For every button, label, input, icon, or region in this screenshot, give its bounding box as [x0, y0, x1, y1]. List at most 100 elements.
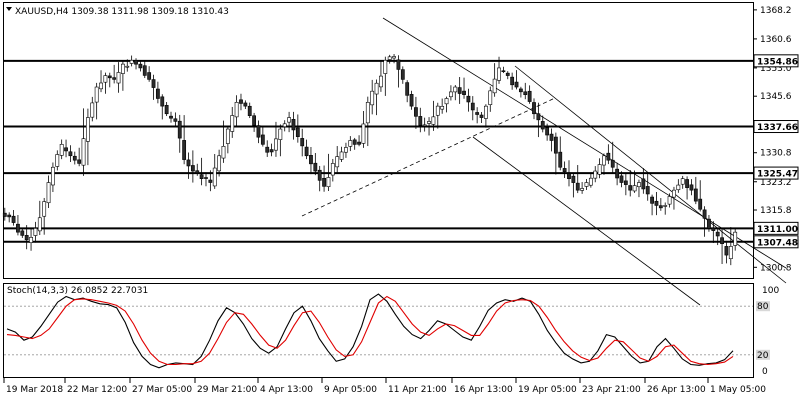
stoch-title: Stoch(14,3,3) 26.0852 22.7031: [7, 286, 148, 296]
x-tick-label: 4 Apr 13:00: [260, 385, 313, 395]
candle-body: [628, 185, 633, 191]
candle-body: [571, 175, 576, 183]
candle-body: [584, 182, 589, 187]
price-level-labels: 1354.86 1337.66 1325.47 1311.00 1307.48: [753, 54, 799, 249]
price-y-tick-label: 1345.6: [760, 92, 792, 102]
candle-body: [55, 154, 60, 167]
candle-body: [204, 177, 208, 179]
candle-body: [720, 237, 724, 245]
candle-body: [90, 102, 95, 118]
candle-body: [86, 117, 90, 142]
candle-body: [676, 184, 681, 191]
candle-body: [562, 168, 567, 173]
candle-body: [234, 102, 239, 118]
candle-body: [295, 127, 300, 137]
candle-body: [7, 214, 12, 218]
candle-body: [16, 223, 20, 233]
candle-body: [339, 151, 344, 160]
candle-body: [374, 82, 379, 95]
candle-body: [317, 169, 322, 181]
candle-body: [475, 112, 480, 115]
candle-body: [453, 86, 458, 93]
candle-body: [615, 168, 620, 179]
candle-body: [501, 70, 506, 73]
candle-body: [300, 138, 305, 147]
candle-body: [208, 179, 213, 183]
stoch-y-tick-label: 100: [762, 286, 779, 296]
candle-body: [256, 125, 261, 138]
stoch-level-box: [756, 349, 770, 360]
candle-body: [72, 155, 77, 161]
candle-body: [449, 91, 453, 98]
candle-body: [711, 227, 716, 231]
x-tick-label: 29 Mar 21:00: [197, 385, 257, 395]
candle-body: [169, 115, 173, 119]
candle-body: [164, 104, 169, 115]
candle-body: [597, 164, 602, 175]
candle-body: [177, 120, 182, 139]
price-header: XAUUSD,H4 1309.38 1311.98 1309.18 1310.4…: [6, 7, 229, 17]
candle-body: [588, 177, 593, 186]
candle-body: [278, 128, 283, 140]
candle-body: [155, 88, 160, 99]
candle-body: [190, 165, 195, 172]
candle-body: [523, 91, 528, 95]
candle-body: [492, 78, 497, 94]
candle-body: [536, 113, 541, 121]
candle-body: [606, 152, 611, 161]
candle-body: [370, 90, 375, 106]
candle-body: [422, 124, 427, 127]
candle-body: [396, 59, 401, 70]
candle-body: [405, 82, 410, 96]
candle-body: [68, 151, 73, 157]
candle-body: [575, 182, 580, 191]
candle-body: [483, 105, 488, 119]
candle-body: [505, 72, 510, 76]
candle-body: [387, 56, 392, 60]
candle-body: [667, 196, 672, 205]
channel-upper-line: [382, 17, 787, 269]
candle-body: [663, 205, 668, 207]
candle-body: [81, 138, 86, 166]
channel-lower-line: [472, 136, 701, 306]
candle-body: [33, 228, 38, 236]
candle-body: [221, 145, 226, 159]
candle-body: [199, 174, 204, 179]
price-y-tick-label: 1323.2: [760, 178, 792, 188]
candle-body: [24, 235, 29, 241]
x-tick-label: 23 Apr 21:00: [582, 385, 641, 395]
candle-body: [698, 198, 703, 210]
candle-body: [431, 116, 436, 125]
candle-body: [42, 201, 47, 217]
candle-body: [182, 140, 187, 160]
triangle-down-icon: [6, 7, 12, 11]
candle-body: [64, 147, 68, 152]
candle-body: [685, 179, 689, 188]
candle-body: [383, 59, 388, 74]
candle-body: [637, 182, 641, 188]
stoch-level-lines: 80 20: [4, 301, 770, 361]
level-label: 1311.00: [757, 225, 798, 235]
candle-body: [733, 231, 738, 246]
x-tick-label: 1 May 05:00: [710, 385, 766, 395]
candle-body: [645, 186, 650, 195]
price-y-tick-label: 1330.8: [760, 149, 792, 159]
candle-body: [488, 90, 493, 105]
candle-body: [650, 196, 654, 204]
price-y-tick-label: 1315.8: [760, 206, 792, 216]
candle-body: [414, 107, 418, 117]
candle-body: [120, 63, 125, 74]
candle-body: [567, 173, 571, 179]
price-y-tick-label: 1360.6: [760, 35, 792, 45]
candle-body: [217, 155, 222, 172]
candle-body: [291, 118, 296, 131]
x-tick-label: 11 Apr 21:00: [388, 385, 447, 395]
candle-body: [252, 115, 257, 126]
candle-body: [348, 140, 353, 147]
candle-body: [702, 209, 707, 219]
candle-body: [29, 237, 33, 244]
candle-body: [392, 56, 396, 59]
candle-body: [51, 166, 55, 186]
candle-body: [545, 127, 550, 136]
candle-body: [59, 144, 64, 156]
